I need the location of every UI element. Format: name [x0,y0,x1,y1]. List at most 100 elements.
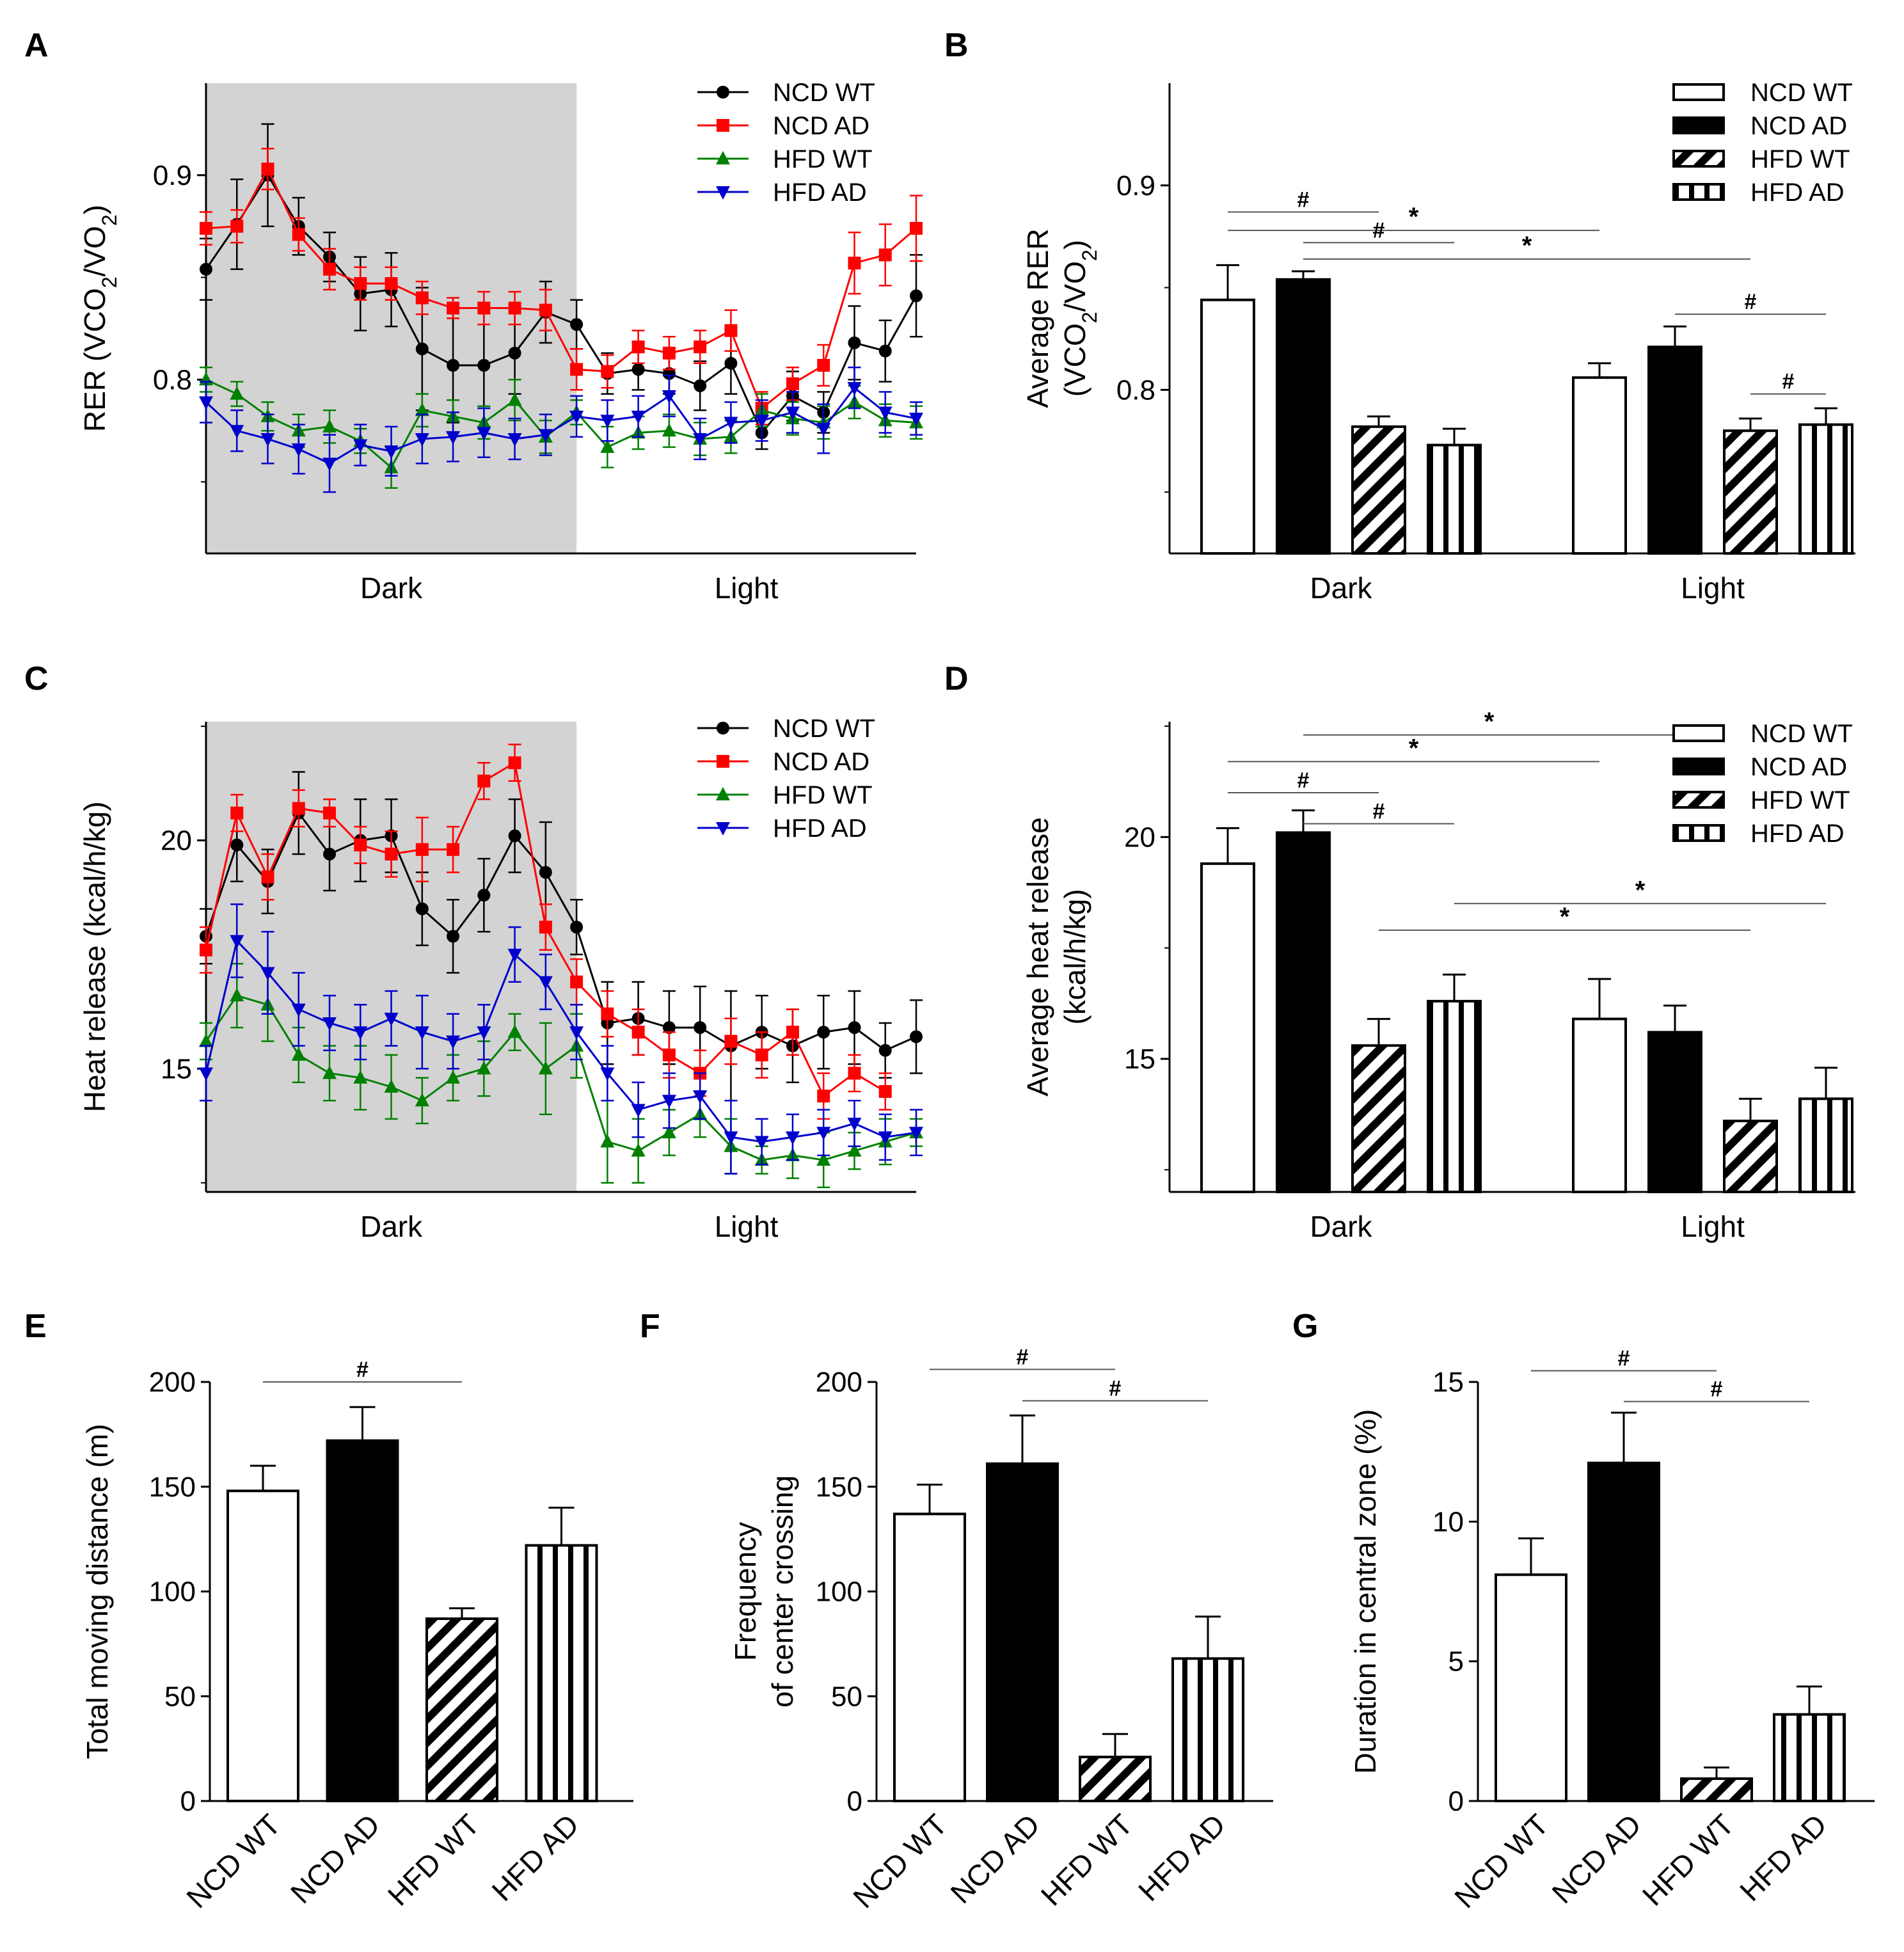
bar [425,1617,498,1802]
data-point [694,340,707,354]
bar [1572,376,1627,555]
data-point [260,433,275,447]
legend-label: HFD WT [1750,786,1850,814]
y-tick-label: 15 [1432,1367,1464,1398]
data-point [878,1043,892,1057]
data-point [447,301,460,315]
data-point [385,277,398,290]
series-ncd-ad [200,743,892,1120]
bar [1647,345,1702,555]
data-point [353,1070,368,1084]
legend-label: NCD AD [773,112,869,140]
phase-label-light: Light [715,1210,779,1243]
legend-label: NCD WT [1750,720,1853,748]
legend-swatch [1672,183,1725,201]
data-point [909,413,923,427]
significance-mark: * [1409,734,1419,762]
bar [1427,999,1482,1193]
data-point [477,427,491,441]
significance-mark: # [1373,218,1385,242]
panel-A: 0.8 0.9 Dark Light RER (VCO2/VO2) NCD WT NCD A… [24,27,923,605]
bar [1798,423,1853,555]
category-label: NCD WT [180,1807,287,1914]
data-point [415,291,429,305]
bar [1351,425,1406,555]
legend-swatch [1672,83,1725,101]
significance-mark: * [1635,876,1646,904]
data-point [662,1048,676,1061]
data-point [847,1143,862,1157]
y-tick-label: 5 [1448,1646,1464,1678]
bar [1351,1044,1406,1193]
y-tick-label: 10 [1432,1506,1464,1537]
panel-B: 0.8 0.9 Dark Light * * # # # # Average RER (VCO2/VO… [944,27,1855,605]
data-point [447,930,460,943]
legend-swatch [1672,116,1725,134]
y-tick-label: 150 [149,1472,196,1503]
data-point [477,301,491,315]
category-label: Dark [1310,1210,1372,1243]
bar [1587,1461,1660,1802]
y-tick-label: 0.8 [1116,374,1155,406]
bar [1680,1777,1753,1802]
category-label: NCD AD [284,1807,386,1910]
data-point [724,417,738,431]
data-point [878,1131,892,1145]
data-point [848,1067,861,1080]
legend-label: NCD AD [1750,112,1847,140]
data-point [507,392,522,406]
data-point [631,1143,646,1157]
data-point [538,976,553,990]
data-point [631,340,645,354]
data-point [539,866,552,879]
series-hfd-ad [199,903,923,1175]
data-point [816,1127,831,1141]
bar [1572,1017,1627,1193]
data-point [754,415,769,429]
phase-label-dark: Dark [360,571,423,605]
data-point [878,344,892,358]
bar [1171,1657,1244,1803]
category-label: NCD WT [846,1807,953,1914]
data-point [322,418,337,432]
panel-label: A [24,27,49,64]
data-point [817,359,830,372]
data-point [662,346,676,360]
phase-label-dark: Dark [360,1210,423,1243]
data-point [322,1065,337,1079]
data-point [878,248,892,262]
data-point [230,988,244,1002]
data-point [200,262,212,276]
data-point [538,1061,553,1075]
category-label: HFD AD [1733,1807,1833,1907]
legend-label: HFD WT [773,781,873,809]
data-point [384,445,399,459]
y-tick-label: 0.8 [153,364,192,395]
data-point [878,406,892,420]
category-label: Light [1681,1210,1745,1243]
data-point [662,1125,676,1139]
legend-swatch [1672,758,1725,775]
data-point [230,838,244,852]
data-point [322,457,337,472]
data-point [693,433,708,447]
data-point [446,1070,461,1084]
bar [893,1512,966,1802]
data-point [508,756,521,770]
data-point [508,829,521,843]
legend-label: HFD AD [1750,820,1844,848]
data-point [785,1131,800,1145]
data-point [631,410,646,424]
y-tick-label: 200 [149,1367,196,1398]
data-point [600,439,615,453]
data-point [662,423,676,437]
data-point [539,921,552,934]
data-point [200,943,212,956]
data-point [199,1067,213,1081]
legend-label: HFD WT [1750,145,1850,173]
data-point [570,363,583,376]
panel-C: 15 20 Dark Light Heat release (kcal/h/kg) NCD… [24,660,923,1243]
series-hfd-wt [199,962,923,1189]
